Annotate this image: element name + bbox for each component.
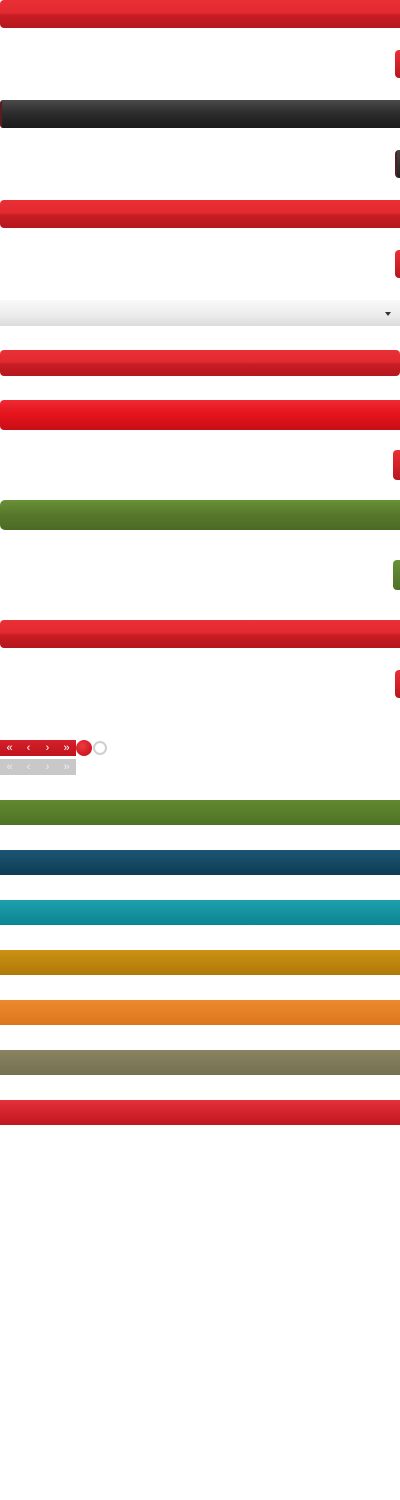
red-bar-4[interactable] [0,620,400,648]
prev-page-button-disabled: ‹ [26,761,31,773]
red-tab-4[interactable] [395,670,400,698]
swatch-green [0,800,400,825]
last-page-button-disabled: » [63,761,70,773]
swatch-teal [0,900,400,925]
radio-unselected[interactable] [93,741,107,755]
first-page-button[interactable]: « [6,742,13,754]
red-bar-3[interactable] [0,400,400,430]
radio-selected[interactable] [76,740,92,756]
pager-disabled: « ‹ › » [0,759,76,775]
dark-tab[interactable] [395,150,400,178]
last-page-button[interactable]: » [63,742,70,754]
dark-bar[interactable] [0,100,400,128]
swatch-gold [0,950,400,975]
red-button-bar[interactable] [0,350,400,376]
pager-active: « ‹ › » [0,740,76,756]
red-bar-1[interactable] [0,0,400,28]
green-bar[interactable] [0,500,400,530]
first-page-button-disabled: « [6,761,13,773]
red-tab-1[interactable] [395,50,400,78]
swatch-red [0,1100,400,1125]
next-page-button-disabled: › [45,761,50,773]
swatch-olive [0,1050,400,1075]
prev-page-button[interactable]: ‹ [26,742,31,754]
green-tab[interactable] [393,560,400,590]
red-tab-2[interactable] [395,250,400,278]
red-tab-3[interactable] [393,450,400,480]
swatch-navy [0,850,400,875]
dropdown-select[interactable] [0,300,400,326]
red-bar-2[interactable] [0,200,400,228]
swatch-orange [0,1000,400,1025]
next-page-button[interactable]: › [45,742,50,754]
caret-down-icon [385,312,391,316]
